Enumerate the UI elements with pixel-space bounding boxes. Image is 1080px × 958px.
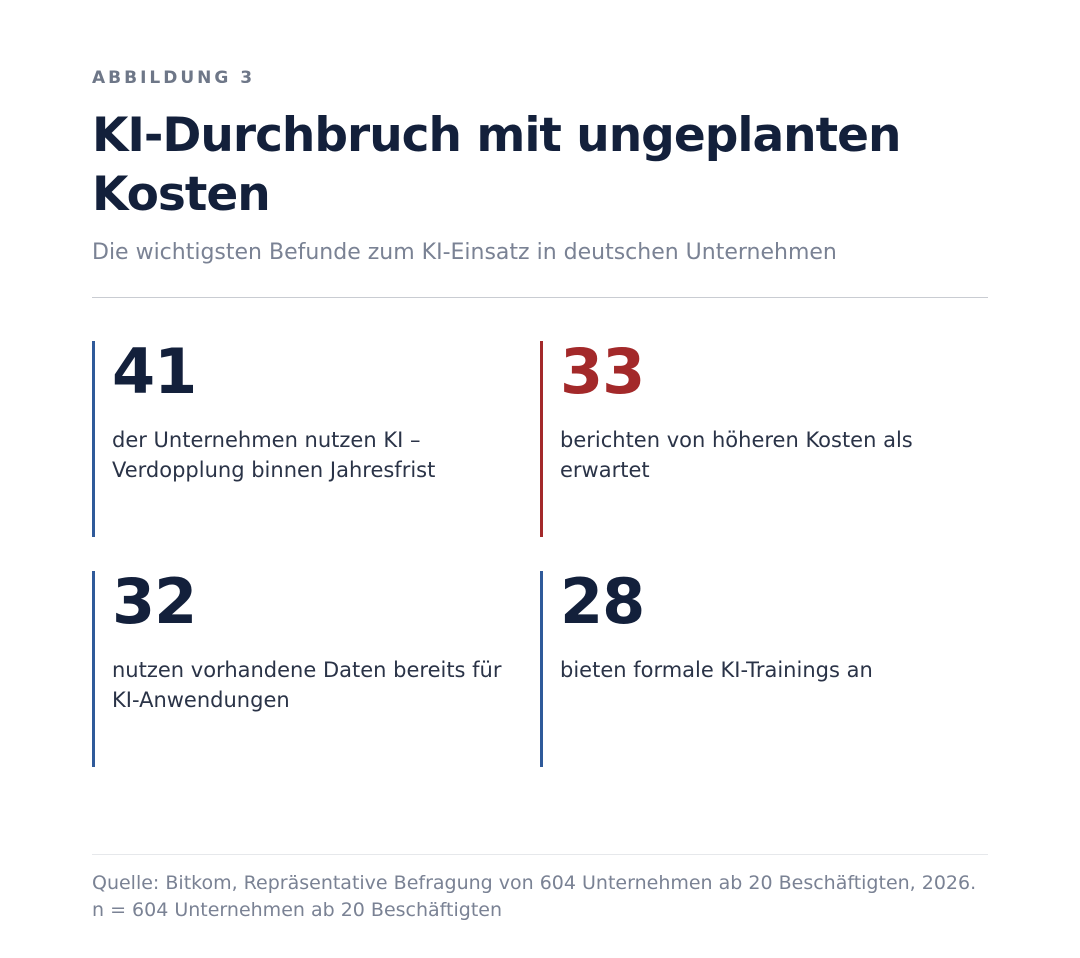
- stat-accent-bar: [540, 341, 543, 537]
- stat-accent-bar: [540, 571, 543, 767]
- stat-card-3: 32 nutzen vorhandene Daten bereits für K…: [92, 571, 512, 767]
- stat-label: der Unternehmen nutzen KI – Verdopplung …: [112, 428, 436, 482]
- stat-value: 32: [112, 565, 197, 638]
- source-note: Quelle: Bitkom, Repräsentative Befragung…: [92, 872, 977, 921]
- stat-card-4: 28 bieten formale KI-Trainings an: [540, 571, 960, 767]
- stat-label: nutzen vorhandene Daten bereits für KI-A…: [112, 658, 502, 712]
- figure-subtitle: Die wichtigsten Befunde zum KI-Einsatz i…: [92, 240, 837, 265]
- stat-card-1: 41 der Unternehmen nutzen KI – Verdopplu…: [92, 341, 512, 537]
- stat-value: 33: [560, 335, 645, 408]
- figure-title: KI-Durchbruch mit ungeplanten Kosten: [92, 108, 901, 222]
- footer-divider: [92, 854, 988, 855]
- stat-value: 41: [112, 335, 197, 408]
- stat-accent-bar: [92, 571, 95, 767]
- stat-label: berichten von höheren Kosten als erwarte…: [560, 428, 913, 482]
- stat-card-2: 33 berichten von höheren Kosten als erwa…: [540, 341, 960, 537]
- figure-kicker: ABBILDUNG 3: [92, 68, 256, 88]
- stat-value: 28: [560, 565, 645, 638]
- figure: ABBILDUNG 3 KI-Durchbruch mit ungeplante…: [92, 0, 988, 958]
- stat-label: bieten formale KI-Trainings an: [560, 658, 873, 682]
- header-divider: [92, 297, 988, 298]
- stat-accent-bar: [92, 341, 95, 537]
